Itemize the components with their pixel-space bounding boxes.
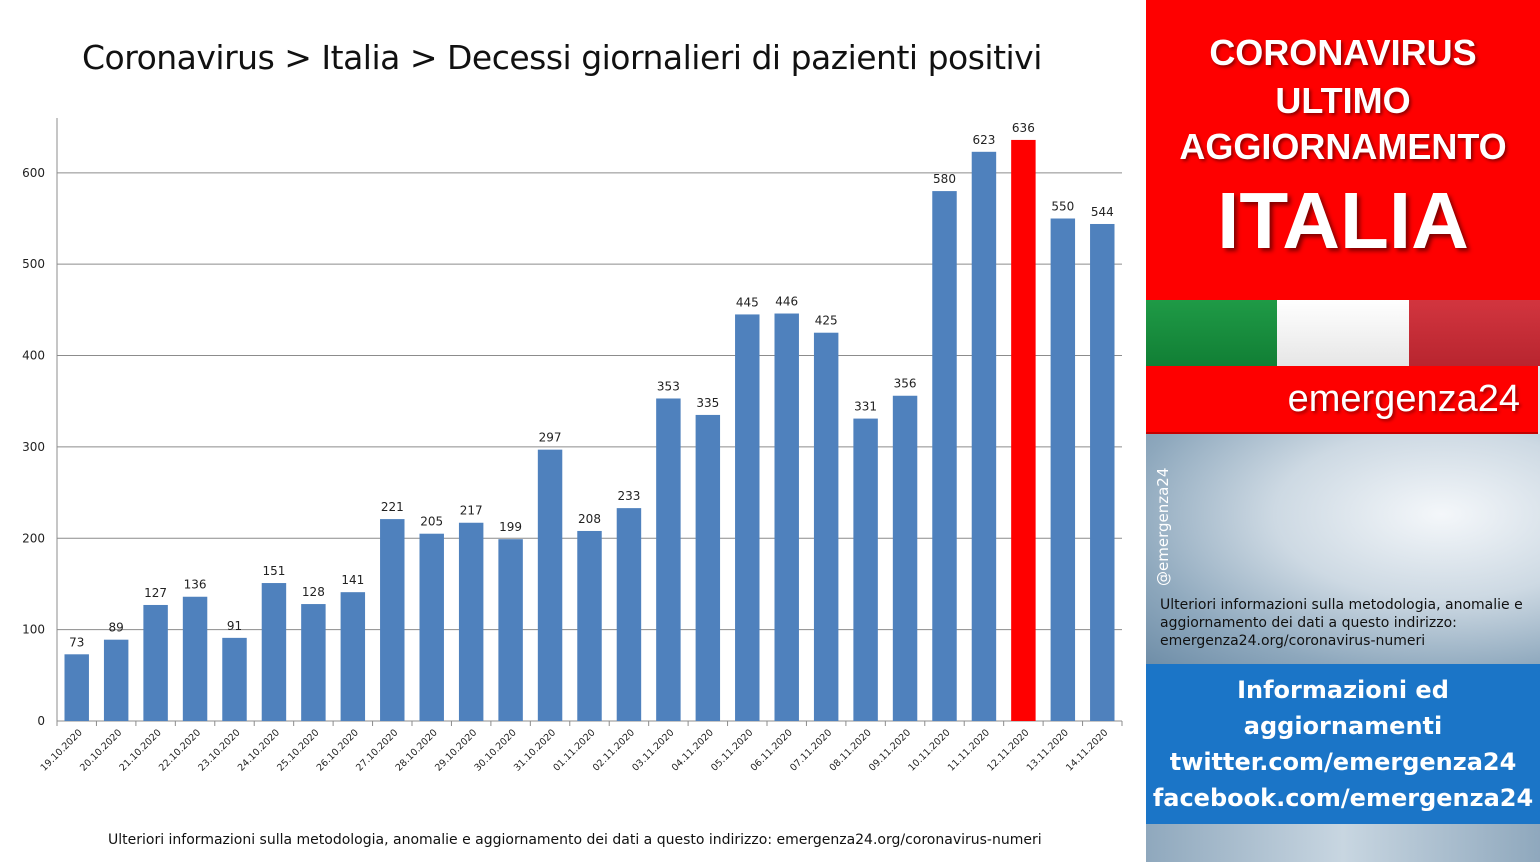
flag-white-stripe: [1277, 300, 1409, 366]
data-label: 550: [1051, 200, 1074, 214]
info-line-facebook-link[interactable]: facebook.com/emergenza24: [1152, 784, 1534, 812]
bar: [813, 332, 839, 721]
y-tick-label: 400: [22, 349, 45, 363]
data-label: 544: [1091, 205, 1114, 219]
data-label: 297: [539, 431, 562, 445]
data-label: 221: [381, 500, 404, 514]
background-photo-bottom: [1146, 824, 1540, 862]
bar: [301, 604, 326, 721]
right-panel: CORONAVIRUS ULTIMO AGGIORNAMENTO ITALIA …: [1146, 0, 1540, 862]
bar: [458, 522, 484, 721]
header-line-aggiornamento: AGGIORNAMENTO: [1179, 126, 1507, 167]
data-label: 356: [894, 377, 917, 391]
data-label: 89: [109, 621, 124, 635]
bar: [103, 639, 129, 721]
bar: [1090, 223, 1115, 721]
flag-green-stripe: [1146, 300, 1278, 366]
header-line-coronavirus: CORONAVIRUS: [1209, 32, 1477, 73]
y-tick-label: 300: [22, 440, 45, 454]
data-label: 199: [499, 520, 522, 534]
data-label: 205: [420, 515, 443, 529]
data-label: 623: [972, 133, 995, 147]
methodology-note: Ulteriori informazioni sulla metodologia…: [1160, 597, 1523, 649]
brand-name: emergenza24: [1287, 378, 1520, 420]
data-label: 128: [302, 585, 325, 599]
y-tick-label: 0: [37, 714, 45, 728]
x-tick-label: 14.11.2020: [1064, 727, 1110, 773]
data-label: 636: [1012, 121, 1035, 135]
info-line-2: aggiornamenti: [1243, 712, 1443, 740]
data-label: 91: [227, 619, 242, 633]
bar: [1011, 139, 1036, 722]
data-label: 353: [657, 379, 680, 393]
bar: [774, 313, 799, 721]
data-label: 141: [341, 573, 364, 587]
data-label: 127: [144, 586, 167, 600]
country-name: ITALIA: [1217, 176, 1469, 265]
bar: [182, 596, 208, 721]
data-label: 446: [775, 295, 798, 309]
data-label: 335: [696, 396, 719, 410]
info-line-1: Informazioni ed: [1237, 676, 1449, 704]
footer-note: Ulteriori informazioni sulla metodologia…: [108, 832, 1042, 848]
data-label: 136: [184, 578, 207, 592]
brand-bar: emergenza24: [1146, 366, 1538, 434]
italian-flag-image: [1146, 300, 1540, 366]
header-line-ultimo: ULTIMO: [1275, 80, 1411, 121]
data-label: 233: [617, 489, 640, 503]
bar: [419, 533, 444, 721]
bar: [1050, 218, 1076, 721]
y-tick-label: 500: [22, 257, 45, 271]
y-tick-label: 100: [22, 623, 45, 637]
data-label: 151: [262, 564, 285, 578]
bar: [695, 414, 721, 721]
bar: [340, 592, 366, 721]
bar: [656, 398, 681, 721]
bar: [222, 637, 247, 721]
background-photo: [1146, 434, 1540, 664]
bar: [853, 418, 878, 721]
bar: [971, 151, 997, 721]
bar: [616, 508, 642, 721]
data-label: 217: [460, 504, 483, 518]
y-tick-label: 200: [22, 531, 45, 545]
social-handle: @emergenza24: [1154, 467, 1172, 586]
y-tick-label: 600: [22, 166, 45, 180]
bar: [64, 654, 89, 721]
data-label: 73: [69, 635, 84, 649]
data-label: 208: [578, 512, 601, 526]
data-label: 580: [933, 172, 956, 186]
bar: [380, 519, 405, 721]
bar: [498, 539, 523, 721]
flag-red-stripe: [1408, 300, 1540, 366]
bar: [261, 583, 287, 721]
bar-chart: 01002003004005006007319.10.20208920.10.2…: [22, 118, 1123, 774]
bar: [892, 395, 918, 721]
bar: [735, 314, 760, 721]
data-label: 425: [815, 314, 838, 328]
bar: [577, 530, 602, 721]
bar: [537, 449, 563, 721]
data-label: 445: [736, 295, 759, 309]
info-box: Informazioni ed aggiornamenti twitter.co…: [1146, 664, 1540, 824]
bar: [143, 604, 168, 721]
data-label: 331: [854, 400, 877, 414]
info-line-twitter-link[interactable]: twitter.com/emergenza24: [1169, 748, 1517, 776]
chart-title: Coronavirus > Italia > Decessi giornalie…: [82, 38, 1042, 77]
panel-header: CORONAVIRUS ULTIMO AGGIORNAMENTO ITALIA: [1146, 0, 1540, 300]
bar: [932, 191, 957, 721]
